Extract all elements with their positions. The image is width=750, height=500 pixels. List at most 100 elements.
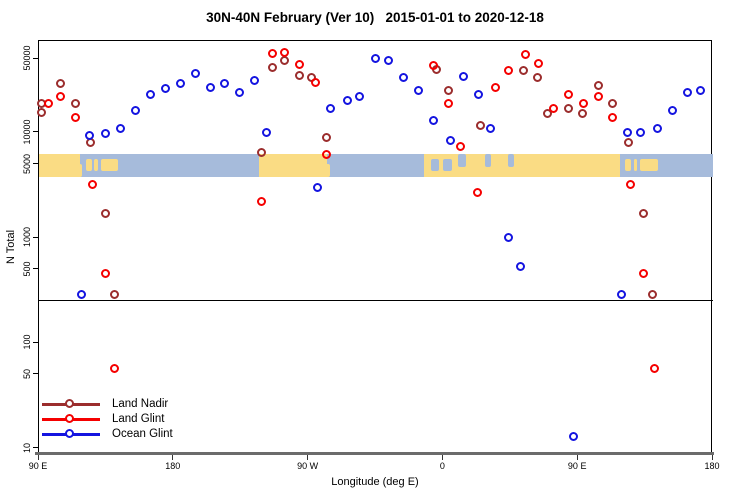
data-point-land-glint xyxy=(625,179,635,189)
data-point-land-glint xyxy=(607,112,617,122)
data-point-ocean-glint xyxy=(131,106,141,116)
x-tick-mark xyxy=(576,455,578,460)
data-point-land-nadir xyxy=(639,208,649,218)
legend-ring-icon xyxy=(65,414,74,423)
x-tick-mark xyxy=(441,455,443,460)
x-axis-label: Longitude (deg E) xyxy=(331,476,419,488)
map-ocean-segment xyxy=(443,158,453,172)
data-point-land-nadir xyxy=(648,289,658,299)
map-land-segment xyxy=(640,158,658,172)
legend-ring-icon xyxy=(65,429,74,438)
data-point-land-glint xyxy=(456,142,466,152)
legend-item: Ocean Glint xyxy=(42,428,173,440)
data-point-land-glint xyxy=(101,268,111,278)
data-point-ocean-glint xyxy=(146,89,156,99)
legend-label: Ocean Glint xyxy=(112,428,173,440)
data-point-ocean-glint xyxy=(234,87,244,97)
x-tick-label: 180 xyxy=(704,461,720,471)
data-point-land-glint xyxy=(429,61,439,71)
y-tick-mark xyxy=(33,373,38,375)
data-point-ocean-glint xyxy=(161,84,171,94)
data-point-land-nadir xyxy=(110,289,120,299)
data-point-land-glint xyxy=(549,103,559,113)
data-point-ocean-glint xyxy=(504,233,514,243)
data-point-land-nadir xyxy=(519,65,529,75)
legend-item: Land Nadir xyxy=(42,398,173,410)
data-point-land-glint xyxy=(649,363,659,373)
data-point-ocean-glint xyxy=(326,103,336,113)
data-point-ocean-glint xyxy=(445,136,455,146)
data-point-land-glint xyxy=(279,48,289,58)
data-point-ocean-glint xyxy=(354,91,364,101)
data-point-land-glint xyxy=(444,98,454,108)
x-tick-mark xyxy=(37,455,39,460)
x-tick-label: 0 xyxy=(439,461,445,471)
legend: Land Nadir Land Glint Ocean Glint xyxy=(42,398,173,440)
legend-ring-icon xyxy=(65,399,74,408)
data-point-land-glint xyxy=(534,59,544,69)
chart-title: 30N-40N February (Ver 10) 2015-01-01 to … xyxy=(206,10,544,25)
x-tick-mark xyxy=(307,455,309,460)
legend-marker-icon xyxy=(42,398,100,410)
data-point-ocean-glint xyxy=(206,82,216,92)
data-point-ocean-glint xyxy=(414,86,424,96)
map-ocean-segment xyxy=(507,154,514,167)
data-point-land-nadir xyxy=(37,107,46,117)
data-point-ocean-glint xyxy=(696,86,706,96)
data-point-land-glint xyxy=(311,77,321,87)
data-point-ocean-glint xyxy=(77,289,87,299)
data-point-ocean-glint xyxy=(342,96,352,106)
map-land-segment xyxy=(259,154,327,178)
data-point-ocean-glint xyxy=(616,289,626,299)
data-point-land-nadir xyxy=(444,86,454,96)
data-point-land-glint xyxy=(44,98,54,108)
data-point-land-nadir xyxy=(624,137,634,147)
data-point-land-nadir xyxy=(532,73,542,83)
y-tick-mark xyxy=(33,131,38,133)
data-point-land-glint xyxy=(87,179,97,189)
data-point-land-nadir xyxy=(267,63,277,73)
y-tick-mark xyxy=(33,163,38,165)
world-map-strip xyxy=(39,154,713,178)
data-point-ocean-glint xyxy=(371,54,380,64)
data-point-land-nadir xyxy=(543,109,553,119)
data-point-ocean-glint xyxy=(219,79,229,89)
data-point-land-glint xyxy=(504,65,514,75)
reference-line xyxy=(39,299,713,301)
data-point-land-nadir xyxy=(475,121,485,131)
x-axis-line xyxy=(35,452,714,455)
data-point-land-glint xyxy=(71,112,81,122)
map-land-segment xyxy=(423,154,621,178)
map-land-segment xyxy=(94,158,99,172)
data-point-ocean-glint xyxy=(384,56,394,66)
legend-marker-icon xyxy=(42,428,100,440)
data-point-ocean-glint xyxy=(176,79,186,89)
data-point-ocean-glint xyxy=(84,131,94,141)
data-point-ocean-glint xyxy=(568,431,578,441)
data-point-land-glint xyxy=(472,187,482,197)
x-tick-label: 90 E xyxy=(28,461,48,471)
map-land-segment xyxy=(86,158,93,172)
y-tick-mark xyxy=(33,268,38,270)
data-point-ocean-glint xyxy=(486,123,496,133)
data-point-ocean-glint xyxy=(474,89,484,99)
map-ocean-segment xyxy=(458,154,466,167)
data-point-land-nadir xyxy=(257,148,267,158)
data-point-land-glint xyxy=(56,91,66,101)
data-point-ocean-glint xyxy=(116,123,126,133)
y-tick-mark xyxy=(33,447,38,448)
data-point-land-glint xyxy=(594,91,604,101)
data-point-land-nadir xyxy=(279,56,289,66)
legend-marker-icon xyxy=(42,413,100,425)
data-point-ocean-glint xyxy=(622,128,632,138)
data-point-land-glint xyxy=(110,363,120,373)
data-point-land-nadir xyxy=(577,109,587,119)
data-point-ocean-glint xyxy=(191,69,201,79)
map-land-segment xyxy=(625,158,632,172)
legend-item: Land Glint xyxy=(42,413,173,425)
plot-area: Land Nadir Land Glint Ocean Glint xyxy=(37,40,713,453)
x-tick-label: 90 E xyxy=(567,461,587,471)
data-point-land-glint xyxy=(257,197,267,207)
data-point-land-nadir xyxy=(321,133,331,143)
